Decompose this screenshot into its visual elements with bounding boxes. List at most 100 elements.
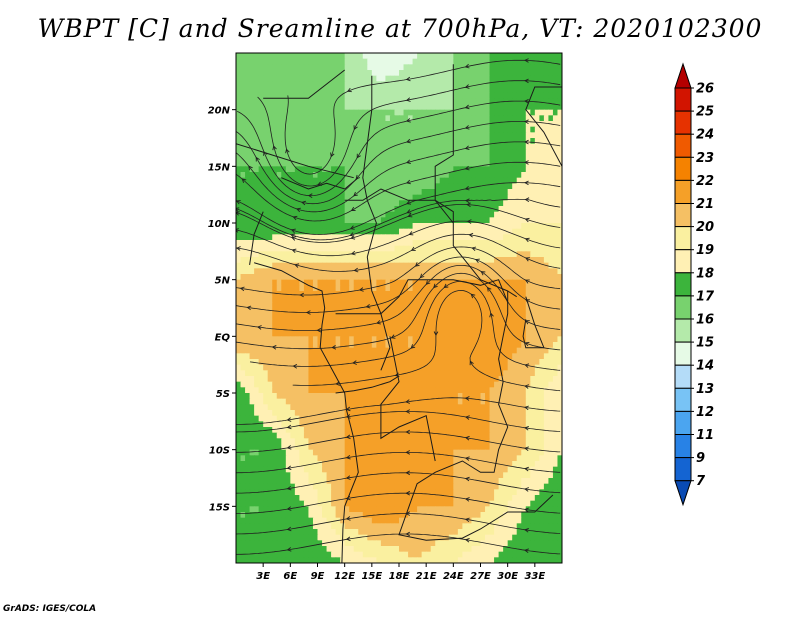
field-cell bbox=[303, 336, 310, 343]
field-cell bbox=[299, 132, 305, 139]
field-cell bbox=[353, 285, 359, 292]
field-cell bbox=[453, 149, 459, 156]
field-cell bbox=[312, 177, 319, 184]
field-cell bbox=[281, 115, 287, 122]
field-cell bbox=[421, 172, 427, 179]
field-cell bbox=[498, 251, 504, 258]
field-cell bbox=[294, 240, 300, 247]
field-cell bbox=[534, 160, 540, 167]
field-cell bbox=[507, 240, 513, 247]
field-cell bbox=[367, 359, 373, 366]
field-cell bbox=[457, 364, 463, 371]
field-cell bbox=[249, 257, 255, 264]
field-cell bbox=[539, 342, 545, 349]
field-cell bbox=[276, 58, 282, 65]
field-cell bbox=[408, 172, 414, 179]
field-cell bbox=[340, 342, 346, 349]
field-cell bbox=[254, 228, 260, 235]
field-cell bbox=[421, 206, 427, 213]
field-cell bbox=[299, 438, 305, 445]
field-cell bbox=[367, 223, 373, 230]
field-cell bbox=[385, 274, 391, 281]
field-cell bbox=[512, 415, 518, 422]
field-cell bbox=[453, 104, 459, 111]
field-cell bbox=[521, 421, 527, 428]
field-cell bbox=[245, 325, 251, 332]
field-cell bbox=[254, 87, 260, 94]
field-cell bbox=[426, 359, 432, 366]
field-cell bbox=[485, 257, 491, 264]
field-cell bbox=[317, 126, 323, 133]
field-cell bbox=[430, 70, 436, 77]
field-cell bbox=[516, 364, 522, 371]
field-cell bbox=[530, 432, 536, 439]
field-cell bbox=[552, 138, 559, 145]
field-cell bbox=[426, 172, 432, 179]
field-cell bbox=[516, 223, 522, 230]
field-cell bbox=[525, 166, 531, 173]
field-cell bbox=[548, 75, 554, 82]
field-cell bbox=[380, 53, 387, 60]
field-cell bbox=[394, 319, 400, 326]
field-cell bbox=[394, 183, 400, 190]
field-cell bbox=[417, 109, 423, 116]
field-cell bbox=[236, 217, 242, 224]
field-cell bbox=[507, 291, 513, 298]
field-cell bbox=[530, 268, 536, 275]
field-cell bbox=[539, 149, 545, 156]
field-cell bbox=[394, 149, 400, 156]
field-cell bbox=[385, 438, 391, 445]
field-cell bbox=[457, 398, 463, 405]
field-cell bbox=[444, 155, 450, 162]
field-cell bbox=[521, 126, 527, 133]
field-cell bbox=[475, 64, 482, 71]
field-cell bbox=[245, 121, 251, 128]
field-cell bbox=[489, 438, 495, 445]
field-cell bbox=[503, 359, 509, 366]
field-cell bbox=[380, 376, 387, 383]
field-cell bbox=[371, 245, 377, 252]
field-cell bbox=[272, 58, 278, 65]
field-cell bbox=[294, 336, 300, 343]
field-cell bbox=[530, 200, 536, 207]
field-cell bbox=[530, 75, 536, 82]
field-cell bbox=[421, 53, 427, 60]
field-cell bbox=[276, 98, 282, 105]
field-cell bbox=[335, 421, 341, 428]
field-cell bbox=[530, 393, 536, 400]
field-cell bbox=[471, 319, 477, 326]
field-cell bbox=[539, 387, 545, 394]
field-cell bbox=[389, 313, 396, 320]
field-cell bbox=[371, 189, 377, 196]
field-cell bbox=[525, 279, 531, 286]
field-cell bbox=[240, 223, 246, 230]
field-cell bbox=[471, 325, 477, 332]
field-cell bbox=[399, 432, 405, 439]
field-cell bbox=[516, 177, 522, 184]
field-cell bbox=[552, 381, 559, 388]
field-cell bbox=[276, 302, 282, 309]
field-cell bbox=[530, 381, 536, 388]
field-cell bbox=[403, 336, 409, 343]
field-cell bbox=[430, 364, 436, 371]
field-cell bbox=[557, 240, 562, 247]
field-cell bbox=[426, 160, 432, 167]
field-cell bbox=[457, 279, 463, 286]
field-cell bbox=[552, 166, 559, 173]
field-cell bbox=[331, 115, 337, 122]
field-cell bbox=[403, 387, 409, 394]
field-cell bbox=[412, 87, 418, 94]
field-cell bbox=[408, 398, 414, 405]
field-cell bbox=[326, 155, 332, 162]
field-cell bbox=[430, 240, 436, 247]
field-cell bbox=[258, 308, 264, 315]
field-cell bbox=[335, 319, 341, 326]
field-cell bbox=[389, 206, 396, 213]
field-cell bbox=[439, 234, 445, 241]
field-cell bbox=[466, 427, 473, 434]
field-cell bbox=[385, 415, 391, 422]
field-cell bbox=[408, 353, 414, 360]
field-cell bbox=[412, 308, 418, 315]
field-cell bbox=[285, 132, 291, 139]
field-cell bbox=[322, 98, 328, 105]
